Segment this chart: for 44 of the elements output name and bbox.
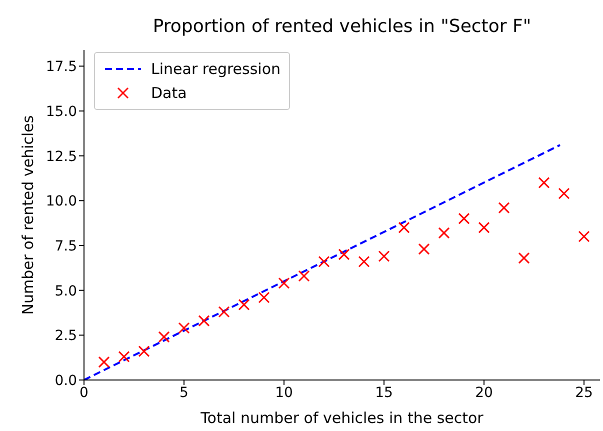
y-tick-label: 0.0 <box>54 372 77 389</box>
point <box>198 315 210 327</box>
y-tick-label: 5.0 <box>54 283 77 300</box>
x-tick-label: 5 <box>180 384 188 401</box>
y-tick-label: 12.5 <box>46 148 77 165</box>
point <box>138 346 150 358</box>
point <box>578 230 590 242</box>
y-tick-label: 2.5 <box>54 328 77 344</box>
point <box>498 202 510 214</box>
point <box>418 243 430 255</box>
point <box>438 227 450 239</box>
y-tick-label: 17.5 <box>46 59 77 76</box>
point <box>338 248 350 260</box>
y-tick-label: 10.0 <box>46 194 77 210</box>
point <box>518 252 530 264</box>
point <box>238 298 250 310</box>
point <box>98 356 110 368</box>
point <box>218 306 230 318</box>
chart-title: Proportion of rented vehicles in "Sector F" <box>152 16 532 37</box>
point <box>538 176 550 188</box>
legend-label: Linear regression <box>151 60 281 78</box>
point <box>158 331 170 343</box>
x-tick-label: 10 <box>275 384 293 401</box>
y-tick-label: 7.5 <box>54 238 77 254</box>
point <box>478 222 490 234</box>
point <box>458 212 470 224</box>
x-tick-label: 0 <box>80 384 88 401</box>
point <box>118 350 130 362</box>
x-axis-title: Total number of vehicles in the sector <box>200 409 484 427</box>
x-tick-label: 15 <box>375 384 393 401</box>
y-axis-title: Number of rented vehicles <box>19 115 37 315</box>
point <box>558 188 570 200</box>
point <box>378 250 390 262</box>
point <box>298 270 310 282</box>
point <box>258 292 270 304</box>
x-tick-label: 25 <box>575 384 593 401</box>
y-tick-label: 15.0 <box>46 104 77 120</box>
point <box>178 322 190 334</box>
point <box>318 256 330 268</box>
point <box>358 256 370 268</box>
legend-label: Data <box>151 84 187 102</box>
point <box>278 277 290 289</box>
point <box>398 222 410 234</box>
x-tick-label: 20 <box>475 384 493 401</box>
